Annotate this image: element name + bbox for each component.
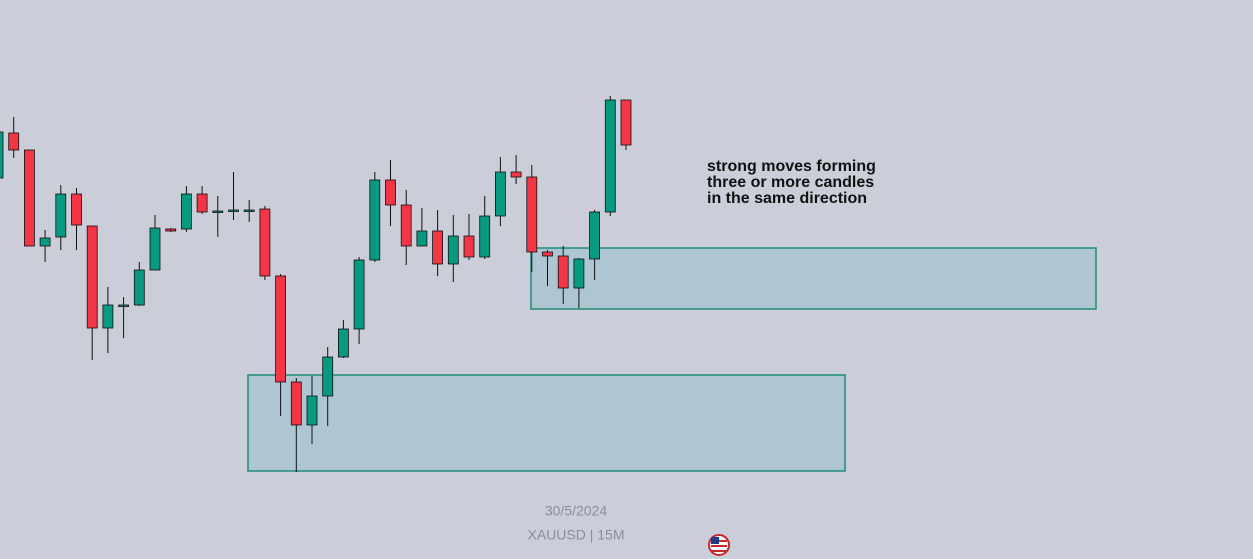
candle-body [416,230,428,247]
candle-body [196,193,208,213]
candle-body [165,228,177,232]
flag-icon [708,534,730,556]
candle-body [573,258,585,289]
candle-body [369,179,381,261]
candle-body [306,395,318,426]
candle-body [322,356,334,397]
annotation-line: three or more candles [707,174,874,191]
candle-body [212,210,224,213]
candle-body [353,259,365,330]
candle-body [589,211,600,260]
candle-body [228,209,239,212]
annotation-line: strong moves forming [707,158,876,175]
zone [247,374,846,472]
candle-body [118,304,129,307]
candle-body [102,304,114,329]
candle-body [604,99,616,213]
candle-body [432,230,444,265]
candle-body [620,99,632,146]
zone [530,247,1097,310]
candle-body [385,179,396,206]
candle-body [557,255,569,289]
candle-body [542,251,553,257]
candle-body [275,275,287,383]
annotation-line: in the same direction [707,190,867,207]
candle-body [180,193,192,230]
date-label: 30/5/2024 [545,503,607,519]
candle-body [71,193,82,226]
candle-body [243,209,255,212]
candle-body [400,204,412,247]
candle-body [479,215,491,258]
candle-body [510,171,522,178]
candle-body [149,227,161,271]
candle-body [133,269,145,306]
candle-body [23,149,35,247]
candle-body [259,208,271,277]
candle-body [86,225,98,329]
candle-body [290,381,302,426]
candle-body [526,176,538,253]
symbol-label: XAUUSD | 15M [528,527,625,543]
candle-body [0,131,4,179]
candle-body [8,132,20,151]
candle-body [494,171,506,217]
candle-body [463,235,475,258]
candle-body [337,328,349,358]
candle-body [447,235,459,265]
candle-body [55,193,67,238]
candle-body [39,237,51,247]
